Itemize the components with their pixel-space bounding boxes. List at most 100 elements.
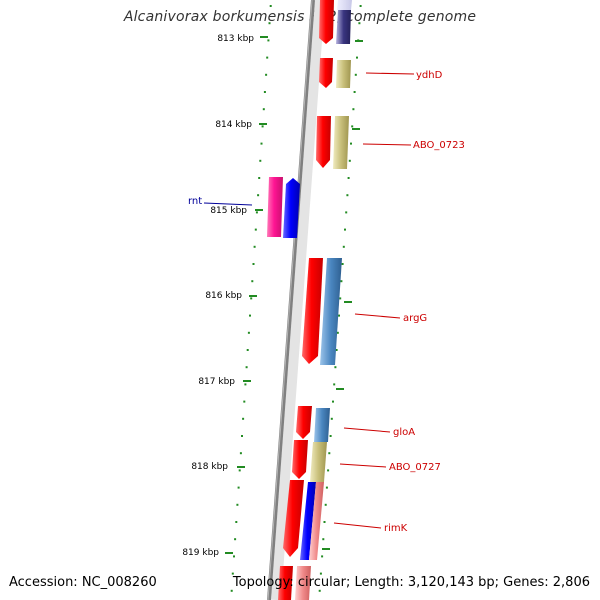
tick-dot xyxy=(260,142,263,145)
gene-abo0723-tan[interactable] xyxy=(333,116,349,169)
label-abo0723[interactable]: ABO_0723 xyxy=(413,140,465,151)
tick-dot xyxy=(266,56,269,59)
tick-dot xyxy=(245,366,248,369)
tick-dot xyxy=(336,331,339,334)
tick-dot xyxy=(247,331,250,334)
tick-dot xyxy=(329,435,332,437)
tick-814-label: 814 kbp xyxy=(215,120,252,130)
tick-dot xyxy=(342,245,345,248)
tick-817-mark xyxy=(243,380,251,382)
tick-dot xyxy=(259,159,262,162)
tick-dot xyxy=(262,108,265,111)
gene-ydhd-tan[interactable] xyxy=(336,60,351,88)
gene-rnt-pink[interactable] xyxy=(267,177,283,237)
gene-gloa-steel[interactable] xyxy=(314,408,330,442)
gene-top-navy[interactable] xyxy=(336,10,351,44)
gene-gloa-red[interactable] xyxy=(296,406,312,439)
tick-dot xyxy=(233,555,235,558)
tick-dot xyxy=(242,417,245,420)
tick-dot xyxy=(237,486,240,489)
tick-dot xyxy=(352,108,355,111)
tick-dot xyxy=(246,349,249,351)
gene-bottom-salmon[interactable] xyxy=(295,566,311,600)
tick-dot xyxy=(321,555,324,558)
tick-815-mark xyxy=(255,209,263,211)
gene-rimk-salmon[interactable] xyxy=(309,482,324,560)
tick-dot xyxy=(359,5,362,7)
tick-dots-outer xyxy=(318,5,362,592)
tick-dot xyxy=(353,91,356,93)
label-gloa[interactable]: gloA xyxy=(393,427,415,438)
tick-dot xyxy=(268,22,271,25)
tick-dot xyxy=(330,417,333,420)
gene-argg-steel[interactable] xyxy=(320,258,342,365)
label-abo0727[interactable]: ABO_0727 xyxy=(389,462,441,473)
tick-dot xyxy=(350,142,352,145)
tick-dot xyxy=(231,572,234,575)
tick-dot xyxy=(348,159,351,162)
tick-813-mark xyxy=(260,36,268,38)
label-rimk[interactable]: rimK xyxy=(384,523,408,534)
tick-dots-inner xyxy=(230,5,272,592)
tick-dot xyxy=(235,521,238,523)
tick-dot xyxy=(267,39,270,42)
tick-dot xyxy=(263,91,266,93)
feature-labels: ydhD ABO_0723 rnt argG gloA ABO_0727 rim… xyxy=(188,70,465,534)
tick-dot xyxy=(258,177,261,179)
tick-817-label: 817 kbp xyxy=(198,377,235,387)
tick-dot xyxy=(254,228,257,231)
backbone-highlight xyxy=(267,0,313,600)
tick-dot xyxy=(354,73,357,76)
tick-dot xyxy=(347,177,350,179)
gene-abo0727-red[interactable] xyxy=(292,440,308,479)
gene-rimk-red[interactable] xyxy=(283,480,304,557)
label-rnt[interactable]: rnt xyxy=(188,196,202,207)
gene-abo0727-tan[interactable] xyxy=(310,442,327,482)
tick-dot xyxy=(234,538,237,541)
tick-dot xyxy=(255,211,258,214)
tick-dot xyxy=(252,263,255,265)
tick-dot xyxy=(335,349,338,351)
tick-815-label: 815 kbp xyxy=(210,206,247,216)
tick-dot xyxy=(250,297,253,300)
map-title: Alcanivorax borkumensis SK2, complete ge… xyxy=(123,9,477,25)
tick-dot xyxy=(238,469,241,472)
tick-dot xyxy=(257,194,260,197)
label-ydhd[interactable]: ydhD xyxy=(416,70,443,81)
label-leaders xyxy=(333,72,415,529)
tick-dot xyxy=(339,297,342,300)
tick-dot xyxy=(346,194,349,197)
tick-dot xyxy=(338,314,340,317)
tick-dot xyxy=(344,228,346,231)
tick-dot xyxy=(332,400,334,403)
tick-dot xyxy=(324,503,327,506)
tick-dot xyxy=(333,383,336,386)
tick-dot xyxy=(323,521,326,523)
tick-dot xyxy=(358,22,361,25)
tick-814-mark xyxy=(259,123,267,125)
tick-dot xyxy=(244,383,247,386)
gene-bottom-red[interactable] xyxy=(278,566,293,600)
gene-top-lavender[interactable] xyxy=(337,0,352,10)
gene-features xyxy=(267,0,352,600)
tick-dot xyxy=(351,125,354,128)
tick-dot xyxy=(318,589,321,592)
genome-summary-text: Topology: circular; Length: 3,120,143 bp… xyxy=(232,575,590,590)
tick-dot xyxy=(239,452,242,455)
gene-rimk-blue[interactable] xyxy=(300,482,316,560)
tick-818-label: 818 kbp xyxy=(191,462,228,472)
gene-abo0723-red[interactable] xyxy=(316,116,331,168)
tick-dot xyxy=(341,263,344,265)
rnt-leader xyxy=(203,202,253,206)
gene-top-red[interactable] xyxy=(319,0,334,44)
gene-ydhd-red[interactable] xyxy=(319,58,333,88)
label-argg[interactable]: argG xyxy=(403,313,427,324)
tick-818-mark xyxy=(237,466,245,468)
tick-dot xyxy=(269,5,272,7)
tick-dot xyxy=(340,280,343,283)
gene-rnt-blue[interactable] xyxy=(283,178,300,238)
tick-dot xyxy=(334,366,337,369)
tick-816-label: 816 kbp xyxy=(205,291,242,301)
gene-argg-red[interactable] xyxy=(302,258,323,364)
